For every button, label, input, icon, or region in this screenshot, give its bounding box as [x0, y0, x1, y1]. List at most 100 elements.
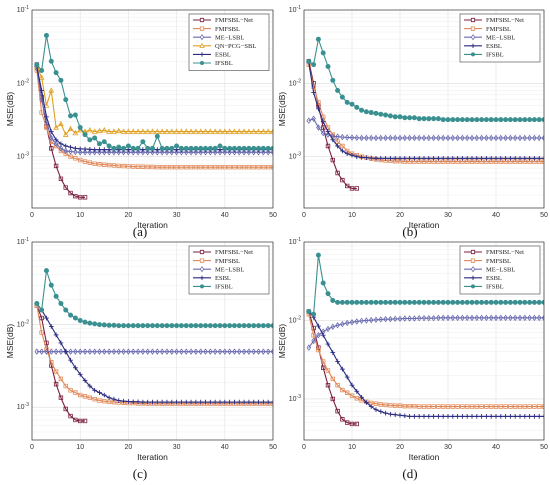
- data-point: [469, 134, 475, 142]
- data-point: [455, 404, 460, 409]
- data-point: [512, 117, 518, 123]
- data-point: [330, 137, 336, 143]
- data-point: [508, 404, 513, 409]
- data-point: [87, 147, 93, 152]
- data-point: [311, 332, 316, 338]
- data-point: [126, 399, 131, 404]
- data-point: [145, 323, 151, 329]
- data-point: [155, 348, 160, 355]
- legend-marker: [199, 17, 205, 23]
- data-point: [261, 399, 266, 405]
- data-point: [522, 404, 527, 409]
- data-point: [392, 299, 398, 305]
- data-point: [169, 323, 175, 329]
- data-point: [325, 341, 331, 347]
- legend-label: ME−LSBL: [215, 34, 244, 41]
- axes-frame: [303, 9, 545, 209]
- data-point: [402, 413, 408, 419]
- legend-label: IFSBL: [215, 284, 233, 291]
- data-point: [78, 418, 83, 424]
- data-point: [522, 314, 528, 322]
- data-point: [431, 414, 436, 419]
- data-point: [320, 119, 326, 125]
- legend-marker: [199, 34, 205, 41]
- data-point: [532, 156, 537, 161]
- data-point: [78, 157, 83, 163]
- data-point: [82, 149, 88, 156]
- data-point: [421, 299, 427, 305]
- data-point: [474, 299, 480, 305]
- data-point: [527, 404, 532, 409]
- data-point: [503, 156, 508, 161]
- data-point: [344, 319, 350, 327]
- data-point: [416, 414, 422, 419]
- data-point: [92, 149, 97, 156]
- data-point: [369, 156, 374, 161]
- data-point: [232, 348, 237, 355]
- data-point: [169, 164, 174, 170]
- data-point: [325, 63, 331, 69]
- data-point: [503, 414, 508, 419]
- data-point: [48, 129, 54, 134]
- data-point: [222, 323, 228, 329]
- legend-item: IFSBL: [193, 284, 233, 291]
- data-point: [316, 106, 321, 112]
- data-point: [121, 398, 126, 404]
- data-point: [241, 399, 247, 405]
- axes-frame: [31, 241, 274, 441]
- data-point: [411, 115, 417, 121]
- data-point: [517, 314, 523, 322]
- data-point: [183, 128, 190, 134]
- data-point: [397, 114, 403, 120]
- data-point: [82, 159, 88, 164]
- data-point: [77, 371, 83, 377]
- data-point: [392, 412, 398, 418]
- data-point: [488, 134, 494, 142]
- data-point: [431, 314, 436, 322]
- data-point: [311, 90, 316, 95]
- data-point: [464, 299, 470, 305]
- data-point: [330, 297, 336, 303]
- data-point: [58, 340, 64, 346]
- data-point: [82, 319, 88, 325]
- data-point: [222, 149, 228, 156]
- data-point: [164, 128, 170, 134]
- data-point: [527, 159, 532, 164]
- data-point: [354, 389, 360, 394]
- legend-item: FMFSBL−Net: [193, 249, 253, 256]
- data-point: [508, 156, 513, 161]
- legend-label: ESBL: [215, 52, 231, 59]
- data-point: [522, 159, 527, 164]
- data-point: [159, 128, 165, 134]
- data-point: [270, 149, 273, 156]
- data-point: [241, 128, 247, 134]
- data-point: [82, 348, 88, 355]
- data-point: [464, 314, 470, 322]
- data-point: [53, 369, 59, 374]
- data-point: [503, 299, 509, 305]
- data-point: [256, 348, 261, 355]
- data-point: [179, 164, 184, 170]
- data-point: [145, 164, 150, 170]
- data-point: [345, 183, 350, 189]
- data-point: [488, 314, 494, 322]
- data-point: [315, 36, 321, 42]
- data-point: [368, 404, 374, 409]
- legend-marker: [200, 61, 204, 65]
- data-point: [34, 348, 40, 355]
- panel-caption: (a): [133, 224, 147, 239]
- data-point: [426, 156, 432, 161]
- data-point: [325, 129, 331, 134]
- data-point: [387, 113, 393, 119]
- y-tick-label: 10-1: [17, 237, 29, 246]
- data-point: [306, 58, 312, 64]
- data-point: [73, 156, 78, 161]
- data-point: [412, 414, 417, 419]
- data-point: [344, 134, 350, 141]
- data-point: [373, 110, 379, 116]
- data-point: [101, 139, 107, 145]
- data-point: [140, 399, 146, 405]
- data-point: [68, 357, 73, 363]
